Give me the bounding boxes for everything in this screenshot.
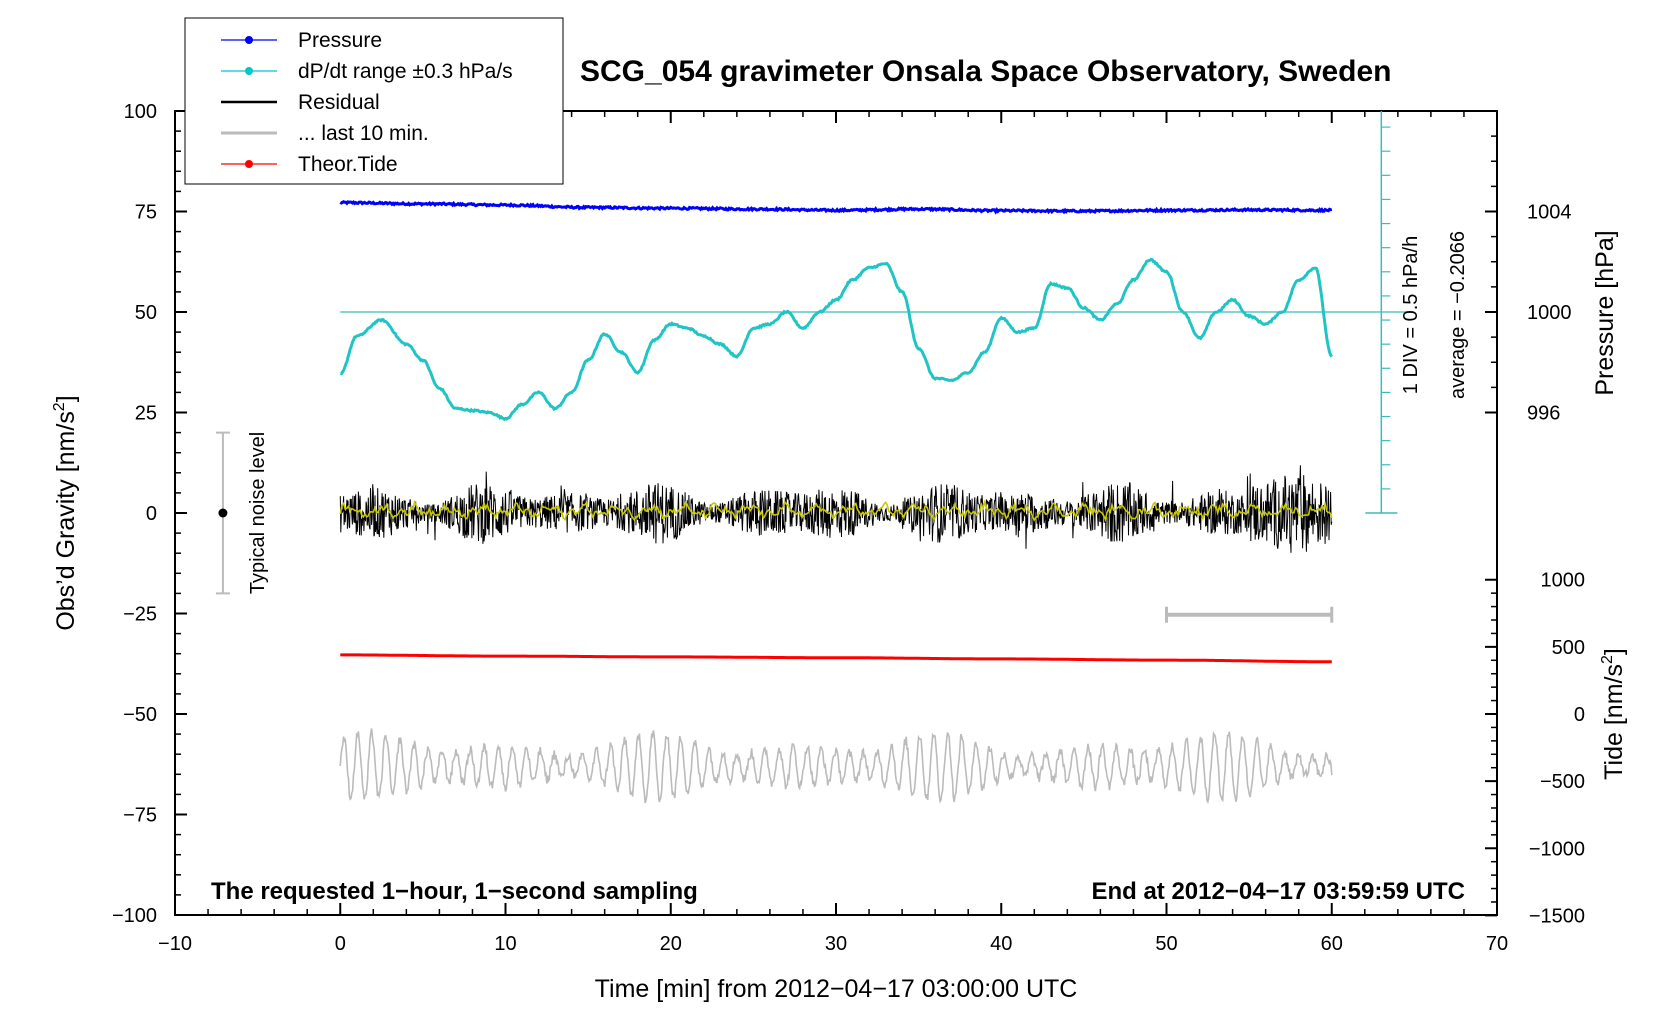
tide-tick-label: −500 — [1540, 771, 1585, 793]
y-axis-ticks: 100 75 50 25 0 −25 −50 −75 −100 — [112, 101, 187, 927]
pressure-axis-title: Pressure [hPa] — [1591, 230, 1619, 395]
series-theor-tide — [340, 653, 1332, 664]
tide-tick-label: 0 — [1574, 704, 1585, 726]
legend-marker — [245, 160, 253, 168]
tide-tick-label: −1500 — [1529, 905, 1585, 927]
chart-title: SCG_054 gravimeter Onsala Space Observat… — [580, 55, 1392, 88]
svg-text:Tide [nm/s2]: Tide [nm/s2] — [1599, 648, 1628, 780]
y-tick-label: −25 — [123, 604, 157, 626]
y-axis-title-left-main: Obs’d Gravity [nm/s — [52, 411, 80, 631]
div-label-group: 1 DIV = 0.5 hPa/h — [1400, 236, 1422, 394]
tide-axis-title-end: ] — [1600, 648, 1628, 655]
x-tick-label: 70 — [1486, 933, 1508, 955]
y-axis-title-left-sup: 2 — [51, 402, 68, 411]
pressure-tick-label: 1000 — [1527, 302, 1572, 324]
x-tick-label: 60 — [1321, 933, 1343, 955]
noise-center-dot — [218, 508, 228, 518]
y-axis-title-left: Obs’d Gravity [nm/s2] — [51, 395, 80, 630]
average-label: average = −0.2066 — [1447, 231, 1469, 399]
svg-text:Obs’d Gravity [nm/s2]: Obs’d Gravity [nm/s2] — [51, 395, 80, 630]
legend-marker — [245, 36, 253, 44]
x-tick-label: −10 — [158, 933, 192, 955]
annotation-bottom-left: The requested 1−hour, 1−second sampling — [211, 878, 698, 905]
tide-tick-label: 1000 — [1541, 570, 1586, 592]
legend-label: dP/dt range ±0.3 hPa/s — [298, 60, 513, 83]
legend-label: ... last 10 min. — [298, 122, 429, 145]
x-tick-label: 10 — [494, 933, 516, 955]
average-label-group: average = −0.2066 — [1447, 231, 1469, 399]
pressure-tick-label: 996 — [1527, 403, 1560, 425]
tide-tick-label: 500 — [1552, 637, 1585, 659]
div-label: 1 DIV = 0.5 hPa/h — [1400, 236, 1422, 394]
legend-label: Residual — [298, 91, 380, 114]
tide-axis-title: Tide [nm/s2] — [1599, 648, 1628, 780]
y-tick-label: 0 — [146, 503, 157, 525]
pressure-axis-ticks: 1004 1000 996 — [1485, 135, 1572, 425]
noise-indicator — [215, 431, 230, 595]
x-axis-title: Time [min] from 2012−04−17 03:00:00 UTC — [595, 975, 1078, 1003]
legend-label: Theor.Tide — [298, 153, 398, 176]
tide-tick-label: −1000 — [1529, 838, 1585, 860]
y-tick-label: 50 — [135, 302, 157, 324]
noise-label-group: Typical noise level — [247, 432, 269, 594]
noise-label: Typical noise level — [247, 432, 269, 594]
y-tick-label: −75 — [123, 805, 157, 827]
series-residual — [339, 465, 1333, 553]
y-tick-label: 75 — [135, 202, 157, 224]
series-layer — [339, 199, 1333, 805]
x-tick-label: 40 — [990, 933, 1012, 955]
tide-axis-title-sup: 2 — [1599, 655, 1616, 664]
x-tick-label: 20 — [660, 933, 682, 955]
y-tick-label: 100 — [124, 101, 157, 123]
dpdt-scale-bar — [340, 111, 1407, 514]
series-residual-smoothed — [339, 499, 1333, 522]
tide-axis-title-main: Tide [nm/s — [1600, 664, 1628, 780]
series-pressure — [339, 199, 1333, 215]
x-tick-label: 0 — [335, 933, 346, 955]
pressure-tick-label: 1004 — [1527, 202, 1572, 224]
legend-marker — [245, 67, 253, 75]
x-tick-label: 50 — [1155, 933, 1177, 955]
tide-axis-ticks: 1000 500 0 −500 −1000 −1500 — [1485, 570, 1586, 927]
y-axis-title-left-end: ] — [52, 395, 80, 402]
legend: Pressure dP/dt range ±0.3 hPa/s Residual..… — [184, 17, 564, 185]
series-last-10-min — [339, 728, 1333, 805]
svg-text:Pressure [hPa]: Pressure [hPa] — [1591, 230, 1619, 395]
series-dpdt — [340, 257, 1333, 422]
legend-label: Pressure — [298, 29, 382, 52]
y-tick-label: 25 — [135, 403, 157, 425]
x-tick-label: 30 — [825, 933, 847, 955]
y-tick-label: −100 — [112, 905, 157, 927]
annotation-bottom-right: End at 2012−04−17 03:59:59 UTC — [1091, 878, 1465, 905]
y-tick-label: −50 — [123, 704, 157, 726]
x-axis-ticks: −10 0 10 20 30 40 50 60 70 — [158, 111, 1508, 955]
last-10-min-bar — [1165, 606, 1334, 623]
